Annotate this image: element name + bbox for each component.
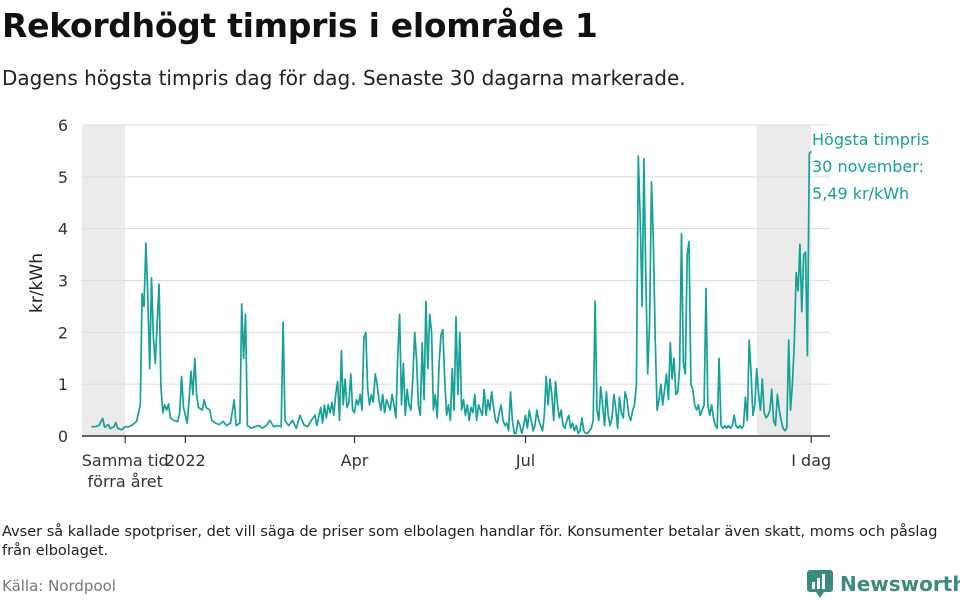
page-subtitle: Dagens högsta timpris dag för dag. Senas… [2, 66, 686, 90]
x-tick-label: Jul [515, 451, 535, 470]
x-tick-label: 2022 [165, 451, 206, 470]
max-price-annotation: Högsta timpris 30 november: 5,49 kr/kWh [812, 130, 929, 203]
source-label: Källa: Nordpool [2, 577, 116, 595]
brand-name: Newsworthy [840, 572, 960, 596]
y-tick-label: 2 [58, 323, 68, 342]
y-tick-label: 4 [58, 220, 68, 239]
y-tick-label: 1 [58, 375, 68, 394]
x-tick-label: I dag [791, 451, 831, 470]
y-tick-label: 5 [58, 168, 68, 187]
x-tick-label: Apr [341, 451, 369, 470]
footnote: Avser så kallade spotpriser, det vill sä… [2, 524, 938, 559]
newsworthy-logo-icon [807, 570, 833, 598]
y-tick-label: 3 [58, 272, 68, 291]
x-tick-label: Samma tid förra året [82, 451, 169, 491]
brand-logo: Newsworthy [806, 569, 960, 599]
price-series-line [91, 150, 812, 435]
y-tick-label: 0 [58, 427, 68, 446]
y-axis-label: kr/kWh [27, 253, 47, 313]
y-tick-label: 6 [58, 116, 68, 135]
page-title: Rekordhögt timpris i elområde 1 [2, 6, 598, 45]
